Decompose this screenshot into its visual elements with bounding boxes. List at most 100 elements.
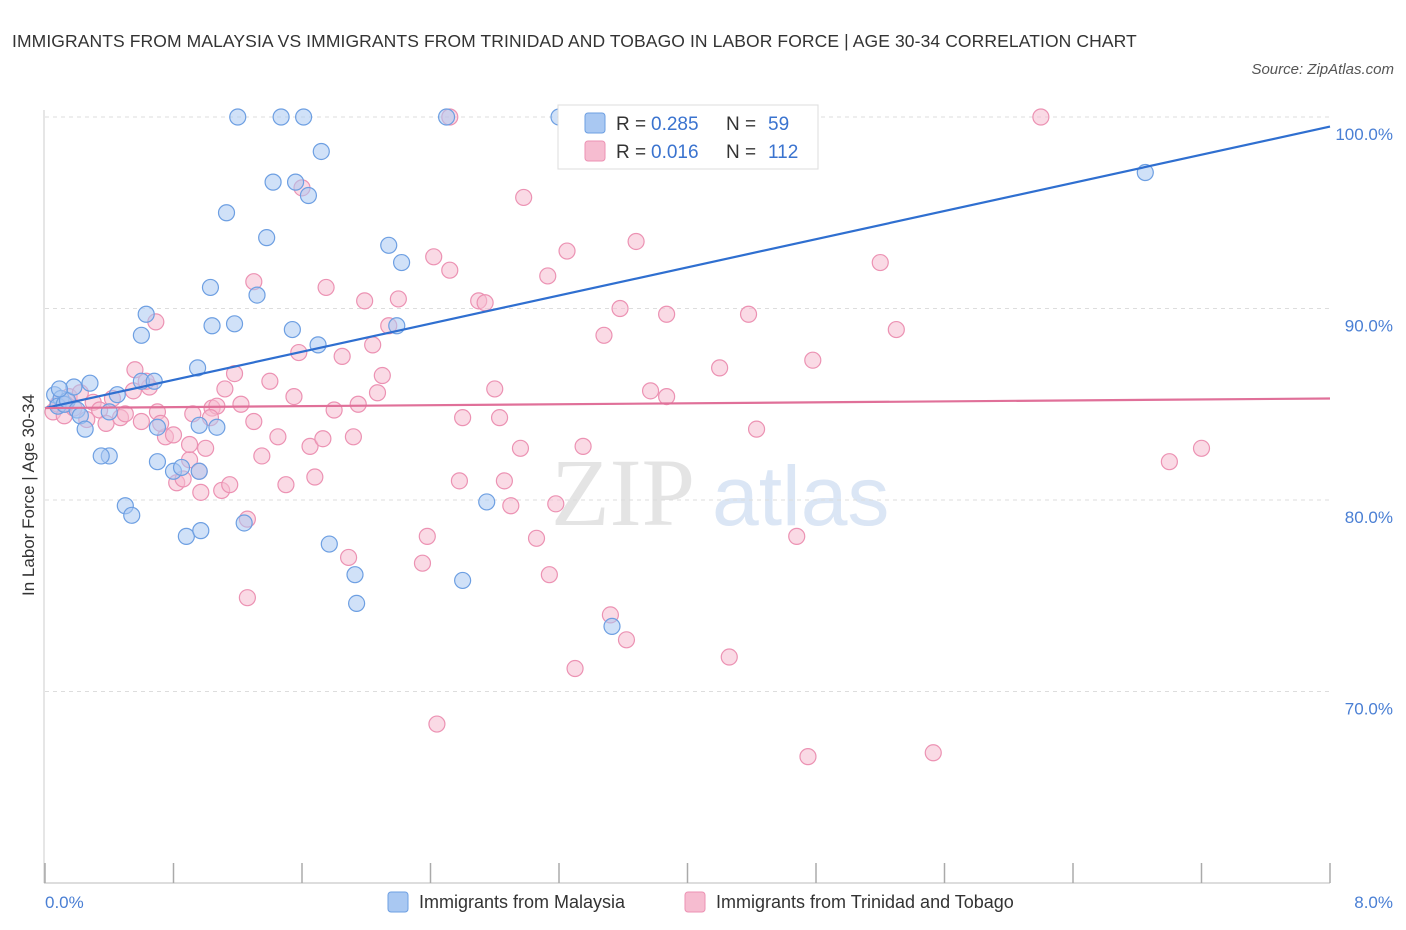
malaysia-point xyxy=(286,173,305,191)
malaysia-point xyxy=(392,253,411,272)
trinidad-point xyxy=(804,351,822,369)
trinidad-point xyxy=(486,380,504,398)
trinidad-point xyxy=(617,631,636,649)
malaysia-point xyxy=(312,142,330,161)
malaysia-point xyxy=(320,535,338,553)
x-tick-label-max: 8.0% xyxy=(1354,893,1393,912)
trinidad-point xyxy=(747,420,766,438)
trinidad-point xyxy=(887,320,905,339)
trinidad-point xyxy=(356,292,374,310)
source-label: Source: ZipAtlas.com xyxy=(1251,61,1394,78)
malaysia-point xyxy=(299,186,318,205)
trinidad-point xyxy=(413,554,432,572)
malaysia-point xyxy=(192,522,210,540)
malaysia-point xyxy=(190,416,208,434)
trinidad-point xyxy=(301,437,319,455)
trinidad-point xyxy=(566,659,584,678)
trinidad-point xyxy=(333,347,351,365)
malaysia-point xyxy=(380,236,398,254)
legend-n-value-trinidad: 112 xyxy=(768,142,798,163)
y-tick-label: 90.0% xyxy=(1345,317,1393,336)
trinidad-point xyxy=(221,476,239,494)
malaysia-point xyxy=(295,108,313,126)
trinidad-point xyxy=(245,412,263,431)
malaysia-point xyxy=(100,403,118,421)
trinidad-point xyxy=(627,232,645,251)
malaysia-point xyxy=(123,506,141,524)
trinidad-point xyxy=(658,305,676,323)
legend-swatch-trinidad xyxy=(584,140,606,162)
y-tick-labels: 100.0% 90.0% 80.0% 70.0% xyxy=(1335,125,1393,719)
trinidad-point xyxy=(339,548,358,567)
malaysia-point xyxy=(172,458,191,477)
trinidad-point xyxy=(658,387,676,406)
watermark: ZIP atlas xyxy=(551,439,889,546)
malaysia-point xyxy=(603,617,621,635)
trinidad-point xyxy=(349,395,367,413)
trinidad-point xyxy=(527,529,546,547)
malaysia-point xyxy=(190,462,208,480)
malaysia-point xyxy=(258,229,276,247)
x-ticks xyxy=(44,863,1331,883)
malaysia-point xyxy=(454,571,472,590)
trinidad-point xyxy=(132,412,150,431)
trinidad-point xyxy=(425,248,443,266)
trinidad-point xyxy=(574,437,592,455)
trinidad-point xyxy=(317,278,335,297)
legend-n-label-malaysia: N = xyxy=(726,114,756,135)
trinidad-point xyxy=(197,439,215,457)
trinidad-point xyxy=(368,384,387,402)
trinidad-point xyxy=(711,359,729,377)
malaysia-point xyxy=(478,493,496,511)
trinidad-point xyxy=(502,497,520,515)
legend-r-value-malaysia: 0.285 xyxy=(651,114,699,135)
trinidad-point xyxy=(164,426,183,444)
trinidad-points xyxy=(44,108,1211,766)
legend-r-label-trinidad: R = xyxy=(616,142,646,163)
malaysia-point xyxy=(50,380,69,398)
trinidad-point xyxy=(1160,453,1178,471)
trinidad-point xyxy=(788,527,806,545)
trinidad-point xyxy=(325,401,343,419)
x-tick-label-min: 0.0% xyxy=(45,893,84,912)
malaysia-point xyxy=(225,315,244,333)
trinidad-point xyxy=(428,715,446,733)
legend-n-label-trinidad: N = xyxy=(726,142,756,163)
trinidad-point xyxy=(739,305,758,323)
stats-legend: R = 0.285 N = 59 R = 0.016 N = 112 xyxy=(557,104,819,170)
trinidad-point xyxy=(180,435,199,454)
malaysia-point xyxy=(346,566,364,584)
malaysia-point xyxy=(177,527,195,545)
trinidad-point xyxy=(641,382,660,400)
series-legend-swatch-malaysia xyxy=(387,891,409,913)
trinidad-point xyxy=(253,447,271,465)
malaysia-point xyxy=(108,386,126,404)
malaysia-point xyxy=(148,418,167,436)
trinidad-point xyxy=(269,428,287,446)
malaysia-point xyxy=(203,317,221,335)
y-tick-label: 80.0% xyxy=(1345,508,1393,527)
malaysia-point xyxy=(283,320,301,339)
trinidad-point xyxy=(454,409,472,427)
trinidad-point xyxy=(924,744,942,762)
trinidad-point xyxy=(261,372,279,390)
chart-title: IMMIGRANTS FROM MALAYSIA VS IMMIGRANTS F… xyxy=(12,31,1137,51)
legend-r-label-malaysia: R = xyxy=(616,114,646,135)
series-legend: Immigrants from Malaysia Immigrants from… xyxy=(387,891,1014,913)
trinidad-point xyxy=(495,472,513,490)
trinidad-point xyxy=(490,409,509,427)
trinidad-trend-line xyxy=(44,397,1331,410)
trinidad-point xyxy=(418,527,436,545)
malaysia-point xyxy=(235,514,253,532)
trinidad-point xyxy=(720,648,738,666)
trinidad-point xyxy=(216,380,234,398)
series-legend-label-malaysia: Immigrants from Malaysia xyxy=(419,892,626,912)
malaysia-point xyxy=(92,447,110,465)
trinidad-point xyxy=(511,439,530,457)
y-axis-label: In Labor Force | Age 30-34 xyxy=(19,394,38,596)
trinidad-point xyxy=(558,242,576,260)
trinidad-point xyxy=(611,299,629,318)
malaysia-point xyxy=(65,378,83,396)
trinidad-point xyxy=(344,428,362,446)
